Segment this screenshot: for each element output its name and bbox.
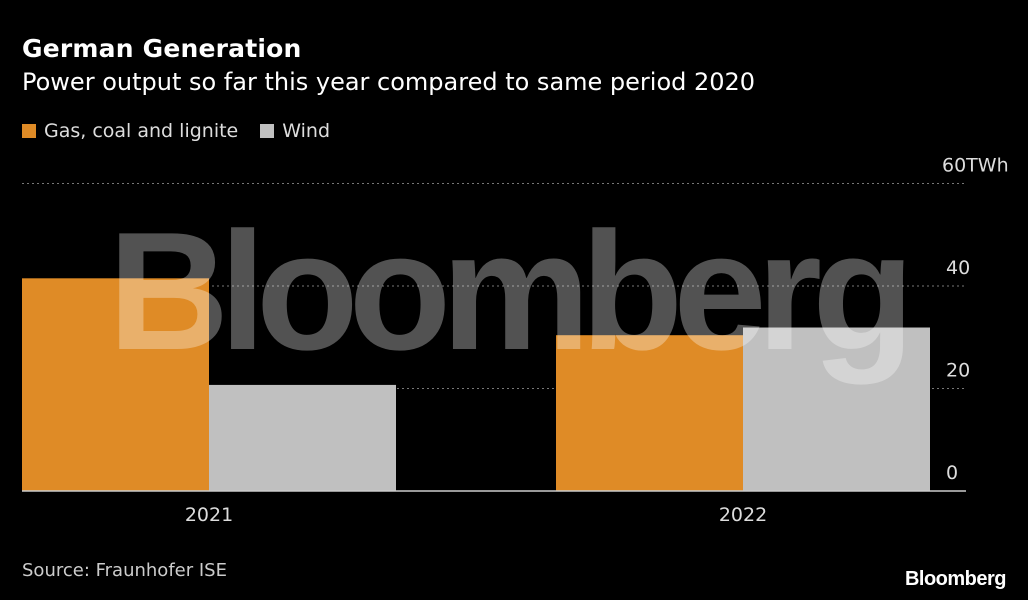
legend: Gas, coal and lignite Wind <box>22 120 352 142</box>
bar-wind-2021 <box>209 384 396 491</box>
legend-swatch-gas <box>22 124 36 138</box>
chart-subtitle: Power output so far this year compared t… <box>22 68 756 96</box>
bar-gas-2021 <box>22 278 209 491</box>
chart-title: German Generation <box>22 34 302 63</box>
x-tick-label: 2021 <box>185 504 233 526</box>
bar-gas-2022 <box>556 335 743 491</box>
x-tick-label: 2022 <box>719 504 767 526</box>
y-tick-label: 20 <box>946 360 970 382</box>
y-tick-label: 60TWh <box>942 155 1009 177</box>
source-note: Source: Fraunhofer ISE <box>22 560 227 581</box>
legend-swatch-wind <box>260 124 275 138</box>
legend-item-gas: Gas, coal and lignite <box>22 120 238 142</box>
bar-wind-2022 <box>743 327 930 491</box>
legend-label-gas: Gas, coal and lignite <box>44 120 239 142</box>
y-tick-label: 40 <box>946 257 970 279</box>
brand-logo: Bloomberg <box>904 568 1007 590</box>
legend-item-wind: Wind <box>260 120 330 142</box>
legend-label-wind: Wind <box>282 120 331 142</box>
y-tick-label: 0 <box>946 462 958 484</box>
